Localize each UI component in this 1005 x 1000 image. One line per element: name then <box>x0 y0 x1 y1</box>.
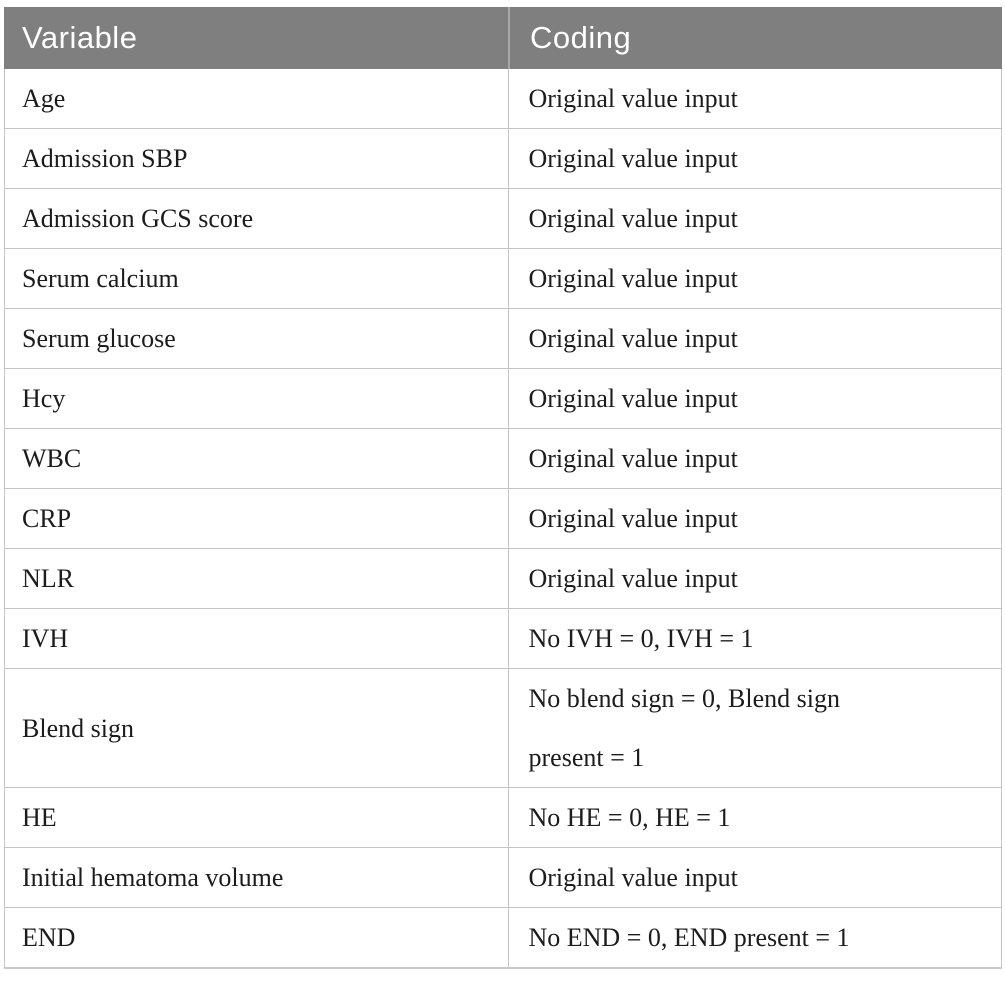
variable-coding-table: Variable Coding Age Original value input… <box>4 7 1002 969</box>
table-row: WBC Original value input <box>5 429 1001 489</box>
table-header-row: Variable Coding <box>4 7 1002 69</box>
variable-cell: Initial hematoma volume <box>22 863 284 892</box>
table-row: Admission SBP Original value input <box>5 129 1001 189</box>
variable-cell: CRP <box>22 504 72 533</box>
coding-cell: No END = 0, END present = 1 <box>507 908 1002 967</box>
coding-cell: Original value input <box>507 69 1002 128</box>
coding-cell: Original value input <box>507 249 1002 308</box>
table-row: NLR Original value input <box>5 549 1001 609</box>
coding-cell: No blend sign = 0, Blend sign present = … <box>507 669 1002 787</box>
table-row: Hcy Original value input <box>5 369 1001 429</box>
column-header-variable: Variable <box>22 20 138 55</box>
table-row: CRP Original value input <box>5 489 1001 549</box>
coding-cell: Original value input <box>507 549 1002 608</box>
variable-cell: Admission SBP <box>22 144 188 173</box>
variable-cell: Blend sign <box>22 713 134 743</box>
variable-cell: Serum calcium <box>22 264 179 293</box>
table-row: Admission GCS score Original value input <box>5 189 1001 249</box>
coding-cell: Original value input <box>507 429 1002 488</box>
table-row: Blend sign No blend sign = 0, Blend sign… <box>5 669 1001 788</box>
table-row: Serum calcium Original value input <box>5 249 1001 309</box>
variable-cell: Age <box>22 84 66 113</box>
table-row: HE No HE = 0, HE = 1 <box>5 788 1001 848</box>
variable-cell: Hcy <box>22 384 66 413</box>
table-body: Age Original value input Admission SBP O… <box>4 69 1002 969</box>
variable-cell: END <box>22 923 76 952</box>
coding-cell: Original value input <box>507 129 1002 188</box>
coding-cell: No HE = 0, HE = 1 <box>507 788 1002 847</box>
table-row: Initial hematoma volume Original value i… <box>5 848 1001 908</box>
table-row: END No END = 0, END present = 1 <box>5 908 1001 967</box>
table-row: IVH No IVH = 0, IVH = 1 <box>5 609 1001 669</box>
coding-cell: Original value input <box>507 489 1002 548</box>
variable-cell: Serum glucose <box>22 324 176 353</box>
column-header-coding: Coding <box>508 7 1002 69</box>
variable-cell: IVH <box>22 624 69 653</box>
variable-cell: Admission GCS score <box>22 204 254 233</box>
coding-cell: No IVH = 0, IVH = 1 <box>507 609 1002 668</box>
variable-cell: NLR <box>22 564 74 593</box>
table-row: Serum glucose Original value input <box>5 309 1001 369</box>
coding-cell: Original value input <box>507 189 1002 248</box>
variable-cell: WBC <box>22 444 82 473</box>
coding-cell: Original value input <box>507 309 1002 368</box>
coding-cell: Original value input <box>507 848 1002 907</box>
coding-cell: Original value input <box>507 369 1002 428</box>
table-row: Age Original value input <box>5 69 1001 129</box>
variable-cell: HE <box>22 803 57 832</box>
